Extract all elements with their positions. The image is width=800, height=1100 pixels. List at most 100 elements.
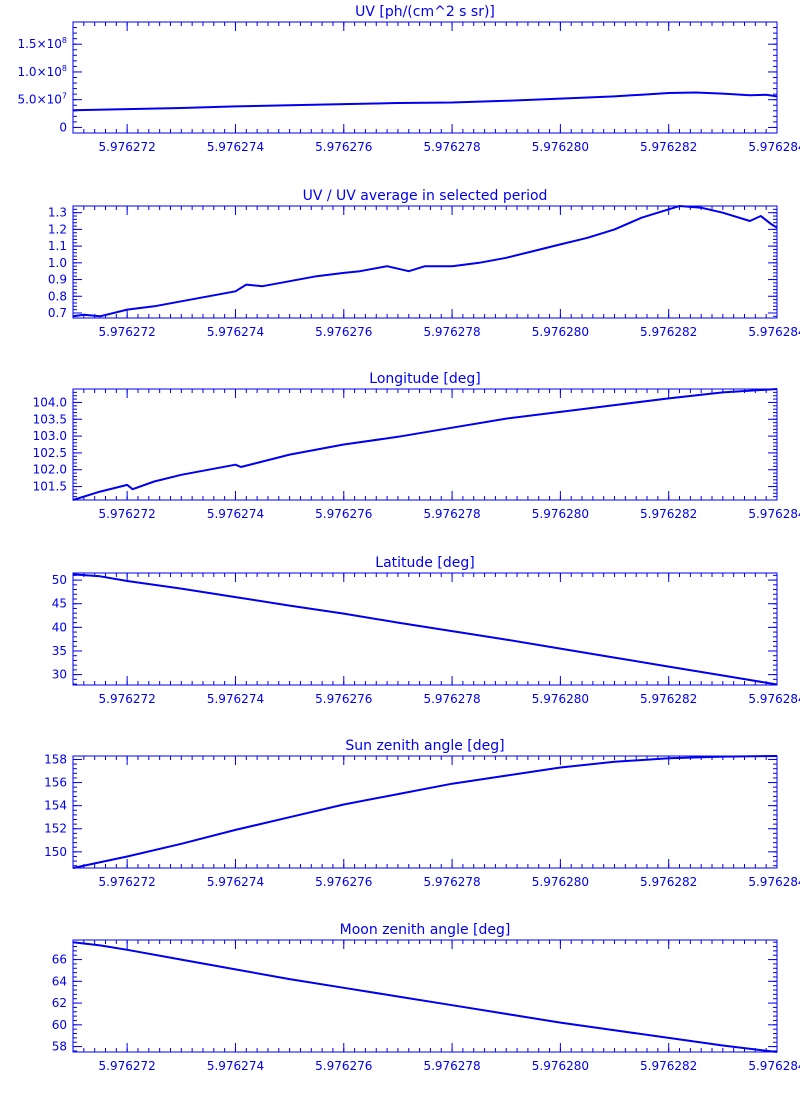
y-tick-label: 0.8 bbox=[48, 289, 67, 303]
y-tick-label: 1.0×108 bbox=[17, 64, 67, 79]
plot-frame bbox=[72, 21, 778, 134]
x-tick-label: 5.976272 bbox=[99, 325, 156, 339]
y-tick-label: 64 bbox=[52, 974, 67, 988]
y-tick-label-exponent: 8 bbox=[62, 36, 67, 45]
x-tick-label: 5.976276 bbox=[315, 692, 372, 706]
y-tick-label: 62 bbox=[52, 996, 67, 1010]
x-tick-label: 5.976284 bbox=[748, 692, 800, 706]
x-tick-label: 5.976284 bbox=[748, 1059, 800, 1073]
y-tick-label: 5.0×107 bbox=[17, 92, 67, 107]
chart-title: Moon zenith angle [deg] bbox=[340, 922, 511, 938]
x-tick-label: 5.976276 bbox=[315, 875, 372, 889]
y-tick-label-base: 1.5×10 bbox=[17, 37, 61, 51]
chart-title: Longitude [deg] bbox=[369, 371, 480, 387]
x-tick-label: 5.976272 bbox=[99, 692, 156, 706]
x-tick-label: 5.976274 bbox=[207, 692, 264, 706]
y-tick-label-exponent: 8 bbox=[62, 64, 67, 73]
y-tick-label: 1.1 bbox=[48, 239, 67, 253]
x-tick-label: 5.976278 bbox=[423, 692, 480, 706]
x-tick-label: 5.976284 bbox=[748, 140, 800, 154]
y-tick-label: 66 bbox=[52, 953, 67, 967]
y-tick-label-base: 0 bbox=[59, 120, 67, 134]
x-tick-label: 5.976282 bbox=[640, 875, 697, 889]
y-tick-label: 40 bbox=[52, 620, 67, 634]
y-tick-label: 156 bbox=[44, 776, 67, 790]
chart-title: Latitude [deg] bbox=[375, 555, 474, 571]
x-tick-label: 5.976284 bbox=[748, 507, 800, 521]
chart-panel-5: Sun zenith angle [deg] 5.976272 5.976274 5.… bbox=[44, 738, 800, 889]
chart-panel-3: Longitude [deg] 5.976272 5.976274 5.976276 5… bbox=[33, 371, 800, 521]
plot-frame bbox=[72, 939, 778, 1053]
series-line bbox=[72, 205, 778, 318]
x-tick-label: 5.976280 bbox=[532, 325, 589, 339]
plot-frame bbox=[72, 755, 778, 869]
series-line bbox=[72, 388, 778, 501]
y-tick-label: 150 bbox=[44, 845, 67, 859]
x-tick-label: 5.976282 bbox=[640, 325, 697, 339]
x-tick-label: 5.976282 bbox=[640, 692, 697, 706]
x-tick-label: 5.976278 bbox=[423, 875, 480, 889]
y-tick-label-base: 5.0×10 bbox=[17, 93, 61, 107]
chart-title: Sun zenith angle [deg] bbox=[345, 738, 504, 754]
x-tick-label: 5.976282 bbox=[640, 140, 697, 154]
x-tick-label: 5.976280 bbox=[532, 1059, 589, 1073]
y-tick-label: 0.7 bbox=[48, 306, 67, 320]
series-line bbox=[72, 573, 778, 686]
chart-panel-1: UV [ph/(cm^2 s sr)] 5.976272 5.976274 5.976… bbox=[17, 4, 800, 154]
y-tick-label: 103.5 bbox=[33, 412, 67, 426]
x-tick-label: 5.976278 bbox=[423, 140, 480, 154]
y-tick-label-exponent: 7 bbox=[62, 92, 67, 101]
x-tick-label: 5.976274 bbox=[207, 325, 264, 339]
x-tick-label: 5.976272 bbox=[99, 875, 156, 889]
chart-title: UV [ph/(cm^2 s sr)] bbox=[355, 4, 495, 20]
series-line bbox=[72, 755, 778, 869]
y-tick-label: 1.3 bbox=[48, 206, 67, 220]
y-tick-label-base: 1.0×10 bbox=[17, 65, 61, 79]
x-tick-label: 5.976278 bbox=[423, 325, 480, 339]
y-tick-label: 1.5×108 bbox=[17, 36, 67, 51]
y-tick-label: 154 bbox=[44, 799, 67, 813]
y-tick-label: 152 bbox=[44, 822, 67, 836]
x-tick-label: 5.976280 bbox=[532, 875, 589, 889]
x-tick-label: 5.976274 bbox=[207, 1059, 264, 1073]
y-tick-label: 35 bbox=[52, 644, 67, 658]
x-tick-label: 5.976280 bbox=[532, 507, 589, 521]
chart-panel-4: Latitude [deg] 5.976272 5.976274 5.976276 5.… bbox=[52, 555, 800, 706]
x-tick-label: 5.976276 bbox=[315, 325, 372, 339]
y-tick-label: 102.5 bbox=[33, 446, 67, 460]
x-tick-label: 5.976278 bbox=[423, 1059, 480, 1073]
x-tick-label: 5.976276 bbox=[315, 140, 372, 154]
x-tick-label: 5.976280 bbox=[532, 692, 589, 706]
y-tick-label: 103.0 bbox=[33, 429, 67, 443]
x-tick-label: 5.976278 bbox=[423, 507, 480, 521]
y-tick-label: 0 bbox=[59, 120, 67, 134]
x-tick-label: 5.976274 bbox=[207, 140, 264, 154]
plot-frame bbox=[72, 205, 778, 319]
plot-frame bbox=[72, 388, 778, 501]
x-tick-label: 5.976282 bbox=[640, 1059, 697, 1073]
y-tick-label: 45 bbox=[52, 597, 67, 611]
x-tick-label: 5.976284 bbox=[748, 325, 800, 339]
y-tick-label: 1.2 bbox=[48, 222, 67, 236]
chart-panel-6: Moon zenith angle [deg] 5.976272 5.976274 5… bbox=[52, 922, 800, 1073]
x-tick-label: 5.976284 bbox=[748, 875, 800, 889]
x-tick-label: 5.976274 bbox=[207, 875, 264, 889]
x-tick-label: 5.976272 bbox=[99, 1059, 156, 1073]
x-tick-label: 5.976280 bbox=[532, 140, 589, 154]
series-line bbox=[72, 91, 778, 112]
y-tick-label: 158 bbox=[44, 752, 67, 766]
x-tick-label: 5.976276 bbox=[315, 507, 372, 521]
x-tick-label: 5.976272 bbox=[99, 507, 156, 521]
series-line bbox=[72, 941, 778, 1053]
x-tick-label: 5.976272 bbox=[99, 140, 156, 154]
y-tick-label: 102.0 bbox=[33, 463, 67, 477]
y-tick-label: 30 bbox=[52, 668, 67, 682]
plot-frame bbox=[72, 572, 778, 686]
y-tick-label: 60 bbox=[52, 1018, 67, 1032]
chart-title: UV / UV average in selected period bbox=[303, 188, 548, 204]
chart-panel-2: UV / UV average in selected period 5.9762… bbox=[48, 188, 800, 339]
y-tick-label: 104.0 bbox=[33, 395, 67, 409]
y-tick-label: 101.5 bbox=[33, 480, 67, 494]
y-tick-label: 50 bbox=[52, 573, 67, 587]
